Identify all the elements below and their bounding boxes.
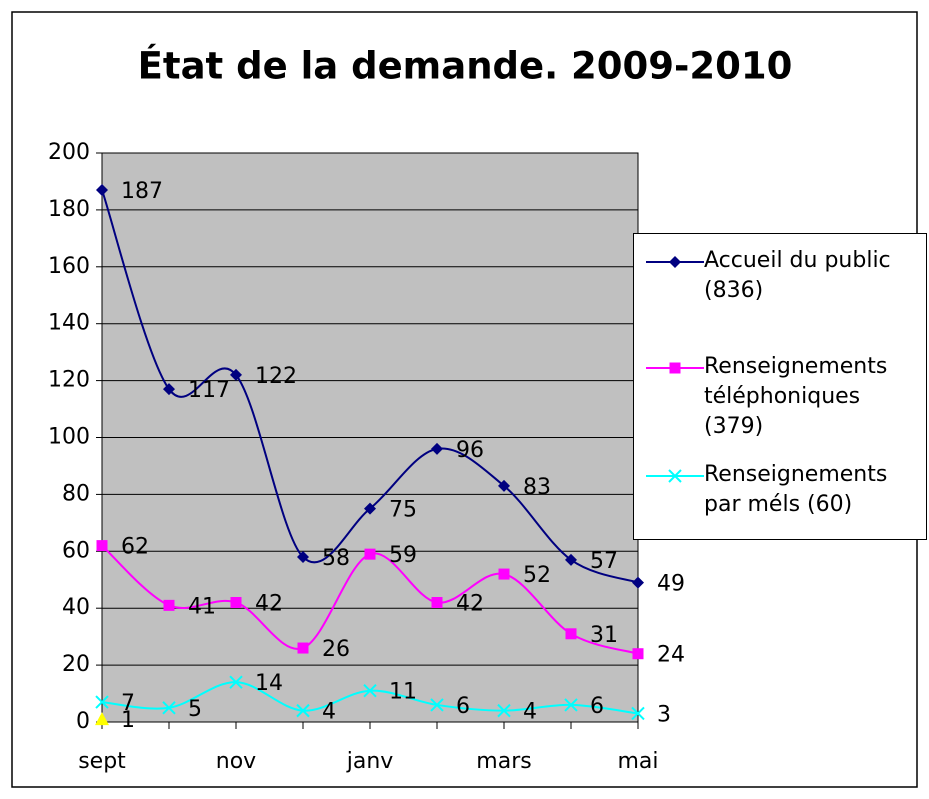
legend-label: Renseignements téléphoniques (379) <box>704 354 888 439</box>
data-point <box>632 648 644 660</box>
data-point <box>363 683 377 698</box>
y-tick-label: 180 <box>48 197 90 222</box>
data-point <box>497 703 511 718</box>
data-label: 26 <box>322 637 350 662</box>
data-label: 5 <box>188 697 202 722</box>
data-point <box>565 553 577 566</box>
y-tick-label: 100 <box>48 425 90 450</box>
data-label: 117 <box>188 378 230 403</box>
data-label: 3 <box>657 702 671 727</box>
y-tick-label: 200 <box>48 140 90 165</box>
legend-swatch <box>646 469 704 483</box>
data-point <box>431 442 443 455</box>
data-point <box>229 675 243 689</box>
y-tick-label: 140 <box>48 311 90 336</box>
data-label: 83 <box>523 475 551 500</box>
data-label: 41 <box>188 594 216 619</box>
data-label: 96 <box>456 438 484 463</box>
data-label: 75 <box>389 498 417 523</box>
data-label: 11 <box>389 680 417 705</box>
data-point <box>498 568 510 580</box>
y-tick-label: 20 <box>62 652 90 677</box>
data-point <box>96 183 108 196</box>
data-point <box>297 550 309 563</box>
legend-entry: Accueil du public (836) <box>634 246 924 306</box>
data-label: 4 <box>523 700 537 725</box>
y-tick-label: 160 <box>48 254 90 279</box>
data-point <box>565 628 577 640</box>
data-point <box>163 383 175 396</box>
data-label: 49 <box>657 572 685 597</box>
data-label: 57 <box>590 549 618 574</box>
legend-entry: Renseignements par méls (60) <box>634 460 924 520</box>
data-label: 42 <box>456 592 484 617</box>
data-label: 7 <box>121 691 135 716</box>
y-tick-label: 120 <box>48 368 90 393</box>
data-label: 58 <box>322 546 350 571</box>
legend-marker <box>669 362 681 374</box>
data-label: 14 <box>255 671 283 696</box>
data-label: 6 <box>590 694 604 719</box>
data-label: 62 <box>121 535 149 560</box>
data-point <box>163 599 175 611</box>
data-point <box>364 548 376 560</box>
legend-marker <box>668 469 682 483</box>
y-tick-label: 60 <box>62 538 90 563</box>
data-label: 59 <box>389 543 417 568</box>
data-point <box>564 698 578 712</box>
legend-swatch <box>646 256 704 268</box>
y-tick-label: 80 <box>62 481 90 506</box>
data-point <box>95 695 109 709</box>
legend-swatch <box>646 362 704 374</box>
data-point <box>498 479 510 492</box>
data-label: 42 <box>255 592 283 617</box>
data-point <box>431 597 443 609</box>
data-point <box>632 576 644 589</box>
data-label: 52 <box>523 563 551 588</box>
x-tick-label: nov <box>216 749 256 774</box>
legend-marker <box>669 256 681 268</box>
x-tick-label: janv <box>346 749 394 774</box>
legend-label: Accueil du public (836) <box>704 248 891 303</box>
data-label: 122 <box>255 364 297 389</box>
legend-label: Renseignements par méls (60) <box>704 462 888 517</box>
legend: Accueil du public (836) Renseignements té… <box>633 233 927 540</box>
data-label: 24 <box>657 643 685 668</box>
data-label: 4 <box>322 700 336 725</box>
data-point <box>296 703 310 718</box>
legend-entry: Renseignements téléphoniques (379) <box>634 352 924 442</box>
data-point <box>162 701 176 715</box>
data-point <box>95 712 109 726</box>
data-label: 187 <box>121 179 163 204</box>
y-tick-label: 40 <box>62 595 90 620</box>
x-tick-label: mars <box>476 749 531 774</box>
data-point <box>297 642 309 654</box>
x-tick-label: mai <box>617 749 658 774</box>
x-tick-label: sept <box>78 749 126 774</box>
y-tick-label: 0 <box>76 709 90 734</box>
data-point <box>631 706 645 721</box>
data-label: 31 <box>590 623 618 648</box>
data-point <box>430 698 444 712</box>
data-point <box>230 368 242 381</box>
data-label: 1 <box>121 708 135 733</box>
data-point <box>96 540 108 552</box>
chart-title: État de la demande. 2009-2010 <box>138 44 793 88</box>
data-label: 6 <box>456 694 470 719</box>
data-point <box>364 502 376 515</box>
data-point <box>230 597 242 609</box>
